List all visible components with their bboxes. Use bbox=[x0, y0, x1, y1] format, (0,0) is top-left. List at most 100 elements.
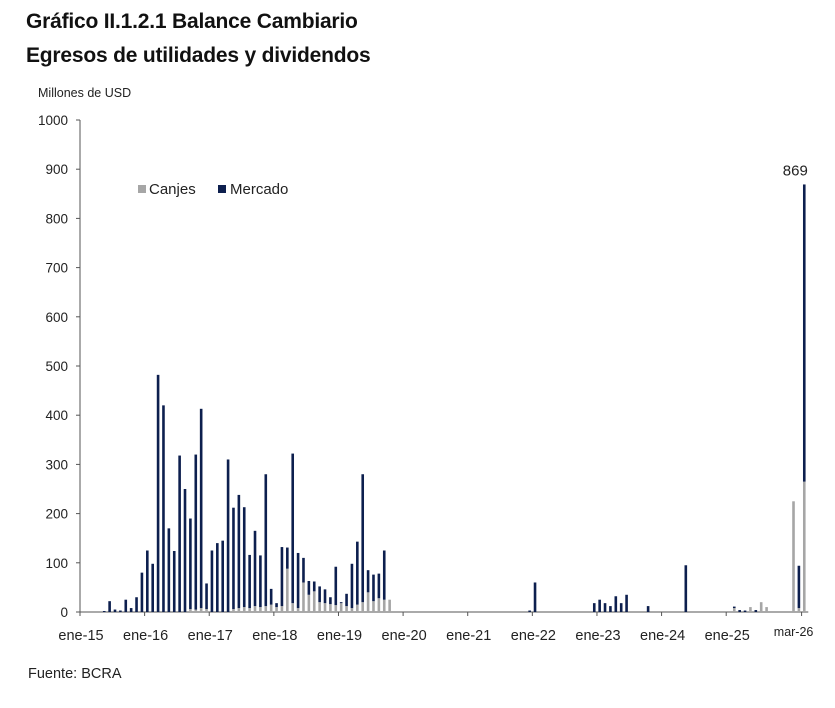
annotations: 869 bbox=[783, 162, 808, 179]
bar-canjes-2016-10 bbox=[194, 609, 198, 612]
bar-canjes-2018-04 bbox=[291, 603, 295, 612]
bar-mercado-2019-08 bbox=[377, 573, 381, 599]
bar-mercado-2017-07 bbox=[242, 507, 246, 608]
bar-canjes-2019-01 bbox=[339, 603, 343, 612]
bar-mercado-2022-01 bbox=[533, 582, 537, 612]
bar-canjes-2019-07 bbox=[372, 601, 375, 612]
bar-canjes-2018-11 bbox=[329, 604, 332, 612]
bar-mercado-2018-03 bbox=[286, 547, 289, 569]
bar-mercado-2019-06 bbox=[366, 570, 370, 593]
bar-mercado-2016-06 bbox=[172, 550, 176, 612]
bar-canjes-2018-06 bbox=[302, 582, 305, 612]
bar-mercado-2019-01 bbox=[339, 602, 343, 604]
bar-mercado-2016-09 bbox=[189, 518, 192, 610]
bar-canjes-2019-03 bbox=[350, 608, 354, 612]
bar-mercado-2018-02 bbox=[280, 547, 284, 607]
bar-mercado-2023-04 bbox=[614, 596, 618, 612]
x-tick-label: ene-18 bbox=[252, 628, 297, 644]
x-tick-label: ene-23 bbox=[575, 628, 620, 644]
chart-title-line2: Egresos de utilidades y dividendos bbox=[26, 44, 371, 67]
bar-canjes-2018-09 bbox=[318, 602, 321, 612]
bar-mercado-2018-11 bbox=[329, 597, 332, 605]
bar-mercado-2022-12 bbox=[592, 603, 596, 612]
x-tick-label: ene-20 bbox=[382, 628, 427, 644]
bar-mercado-2019-04 bbox=[356, 541, 359, 605]
y-tick-label: 1000 bbox=[38, 113, 68, 128]
y-tick-label: 500 bbox=[45, 359, 68, 374]
bar-mercado-2023-02 bbox=[603, 603, 607, 612]
bar-canjes-2018-03 bbox=[286, 568, 289, 612]
source-note: Fuente: BCRA bbox=[28, 666, 122, 682]
bar-canjes-2018-07 bbox=[307, 594, 311, 612]
bar-mercado-2015-06 bbox=[108, 601, 111, 612]
bar-canjes-2025-05 bbox=[749, 607, 752, 612]
y-tick-label: 800 bbox=[45, 211, 68, 226]
x-axis: ene-15 ene-16 ene-17 ene-18 ene-19 ene-20 ene-… bbox=[58, 611, 813, 644]
bar-canjes-2017-05 bbox=[232, 609, 235, 612]
bar-mercado-2025-04 bbox=[743, 610, 747, 612]
bar-mercado-2026-02 bbox=[797, 565, 801, 609]
bar-mercado-2018-04 bbox=[291, 453, 295, 604]
bar-mercado-2026-03 bbox=[802, 184, 806, 482]
bar-mercado-2016-07 bbox=[178, 455, 181, 612]
chart-legend: Canjes Mercado bbox=[138, 181, 288, 198]
bar-mercado-2024-05 bbox=[684, 565, 688, 612]
bar-mercado-2018-01 bbox=[275, 603, 278, 608]
bar-canjes-2017-08 bbox=[248, 608, 251, 612]
bar-canjes-2017-09 bbox=[253, 606, 257, 612]
y-axis: 0 100 200 300 400 500 600 700 800 900 1000 bbox=[38, 113, 81, 620]
bar-mercado-2018-09 bbox=[318, 586, 321, 603]
bar-mercado-2017-02 bbox=[216, 543, 219, 612]
y-tick-label: 200 bbox=[45, 507, 68, 522]
chart-title-line1: Gráfico II.1.2.1 Balance Cambiario bbox=[26, 10, 358, 33]
bar-mercado-2025-06 bbox=[754, 610, 758, 612]
bar-canjes-2017-12 bbox=[269, 604, 273, 612]
bar-canjes-2018-10 bbox=[323, 603, 327, 612]
bar-mercado-2023-05 bbox=[619, 603, 623, 612]
bar-mercado-2017-04 bbox=[226, 459, 230, 612]
bar-mercado-2017-05 bbox=[232, 507, 235, 610]
legend-swatch-canjes bbox=[138, 185, 146, 193]
bar-canjes-2018-05 bbox=[296, 608, 300, 612]
x-tick-label: ene-21 bbox=[446, 628, 491, 644]
legend-swatch-mercado bbox=[218, 185, 226, 193]
bar-canjes-2019-05 bbox=[361, 602, 365, 612]
bar-mercado-2019-02 bbox=[345, 593, 348, 607]
legend-label-canjes: Canjes bbox=[149, 181, 196, 198]
bar-canjes-2019-10 bbox=[388, 599, 391, 612]
bar-mercado-2018-07 bbox=[307, 581, 311, 595]
bar-canjes-2025-08 bbox=[765, 607, 768, 612]
bar-mercado-2017-12 bbox=[269, 588, 273, 605]
bar-mercado-2017-11 bbox=[264, 474, 268, 607]
y-tick-label: 400 bbox=[45, 408, 68, 423]
x-tick-label: ene-24 bbox=[640, 628, 685, 644]
y-tick-label: 100 bbox=[45, 556, 68, 571]
bar-mercado-2025-02 bbox=[732, 606, 736, 609]
bar-mercado-2019-03 bbox=[350, 563, 354, 609]
x-tick-label: ene-17 bbox=[188, 628, 233, 644]
bar-mercado-2016-12 bbox=[205, 583, 208, 610]
y-tick-label: 700 bbox=[45, 261, 68, 276]
x-tick-label: ene-25 bbox=[705, 628, 750, 644]
bar-canjes-2016-09 bbox=[189, 609, 192, 612]
bar-canjes-2019-08 bbox=[377, 598, 381, 612]
bar-mercado-2023-01 bbox=[598, 599, 601, 612]
bar-mercado-2019-09 bbox=[382, 550, 386, 600]
bar-mercado-2016-08 bbox=[183, 489, 187, 612]
bar-canjes-2017-10 bbox=[259, 607, 262, 612]
bar-mercado-2019-05 bbox=[361, 474, 365, 603]
bar-canjes-2017-06 bbox=[237, 608, 241, 612]
bar-mercado-2016-01 bbox=[146, 550, 149, 612]
bar-canjes-2025-07 bbox=[759, 602, 763, 612]
bar-mercado-2023-06 bbox=[625, 594, 628, 612]
bar-mercado-2018-06 bbox=[302, 557, 305, 583]
bar-canjes-2017-11 bbox=[264, 606, 268, 612]
y-tick-label: 300 bbox=[45, 457, 68, 472]
bar-mercado-2015-07 bbox=[113, 609, 117, 612]
bar-mercado-2017-10 bbox=[259, 555, 262, 608]
bar-canjes-2025-02 bbox=[732, 608, 736, 612]
bar-mercado-2017-08 bbox=[248, 554, 251, 609]
bar-mercado-2017-03 bbox=[221, 540, 225, 612]
bar-mercado-2016-05 bbox=[167, 528, 171, 612]
